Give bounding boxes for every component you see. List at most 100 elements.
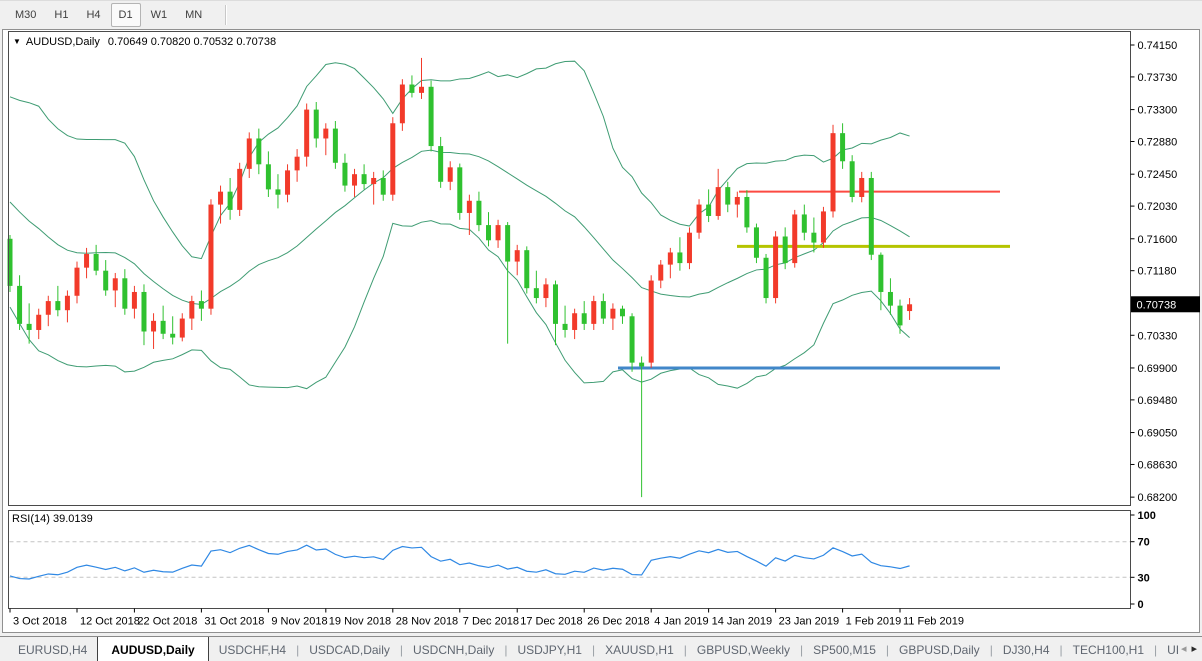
tab-separator: | <box>800 642 804 657</box>
chart-window: 0.74150 0.73730 0.73300 0.72880 0.72450 0.720… <box>0 28 1202 636</box>
price-axis-label: 0.71180 <box>1138 266 1177 278</box>
timeframe-button-w1[interactable]: W1 <box>150 9 168 21</box>
candle-body <box>495 225 501 241</box>
time-axis-label: 19 Nov 2018 <box>329 616 391 628</box>
toolbar-separator <box>225 5 228 25</box>
candle-body <box>600 301 606 319</box>
chart-tab-usdchf-h4[interactable]: USDCHF,H4 <box>218 642 287 657</box>
candle-body <box>486 225 491 241</box>
candle-body <box>514 250 520 262</box>
time-axis-label: 3 Oct 2018 <box>13 616 67 628</box>
candle-body <box>591 301 597 324</box>
candle-body <box>371 177 377 185</box>
candle-body <box>179 318 185 338</box>
candle-body <box>361 174 367 185</box>
candle-body <box>438 146 444 182</box>
candle-body <box>112 278 118 291</box>
candle-body <box>840 133 846 162</box>
chart-tab-xauusd-h1[interactable]: XAUUSD,H1 <box>605 642 674 657</box>
timeframe-button-d1[interactable]: D1 <box>110 3 141 27</box>
chart-tab-audusd-daily[interactable]: AUDUSD,Daily <box>97 637 209 661</box>
chart-tab-gbpusd-weekly[interactable]: GBPUSD,Weekly <box>696 642 791 657</box>
rsi-axis-label: 30 <box>1138 572 1150 584</box>
chart-tab-ui[interactable]: UI <box>1167 642 1180 657</box>
candle-body <box>811 232 817 243</box>
candle-body <box>610 308 616 319</box>
price-axis-label: 0.73730 <box>1138 72 1178 84</box>
time-axis-label: 11 Feb 2019 <box>903 616 964 628</box>
tab-scroll-left-icon[interactable]: ◂ <box>1180 642 1187 655</box>
candle-body <box>753 227 759 258</box>
candle-body <box>773 236 779 299</box>
candle-body <box>543 284 549 299</box>
candle-body <box>887 291 893 306</box>
chart-symbol-label: AUDUSD,Daily <box>25 36 100 48</box>
chart-tab-usdcnh-daily[interactable]: USDCNH,Daily <box>413 642 495 657</box>
candle-body <box>285 170 291 195</box>
candle-body <box>706 204 712 216</box>
candle-body <box>256 138 262 165</box>
candle-body <box>868 177 874 255</box>
timeframe-button-m30[interactable]: M30 <box>15 9 37 21</box>
candle-body <box>227 191 233 210</box>
chart-tab-usdcad-daily[interactable]: USDCAD,Daily <box>309 642 390 657</box>
tab-scroll-right-icon[interactable]: ▸ <box>1191 642 1197 655</box>
price-chart-canvas[interactable]: 0.74150 0.73730 0.73300 0.72880 0.72450 0.720… <box>0 28 1202 636</box>
price-axis-label: 0.73300 <box>1138 105 1178 117</box>
timeframe-button-h4[interactable]: H4 <box>86 9 101 21</box>
candle-body <box>246 138 252 169</box>
candle-body <box>667 252 673 265</box>
price-axis-label: 0.71600 <box>1138 234 1178 246</box>
candle-body <box>801 214 807 233</box>
candle-body <box>265 164 271 190</box>
main-chart-plot[interactable] <box>8 31 1131 506</box>
candle-body <box>658 264 664 281</box>
candle-body <box>725 187 731 205</box>
price-axis-label: 0.69900 <box>1138 363 1178 375</box>
candle-body <box>581 313 587 324</box>
candle-body <box>734 196 740 205</box>
candle-body <box>352 174 358 186</box>
candle-body <box>907 304 913 312</box>
bollinger-middle-band <box>9 149 910 305</box>
price-axis-label: 0.72880 <box>1138 137 1178 149</box>
chart-tab-gbpusd-daily[interactable]: GBPUSD,Daily <box>899 642 980 657</box>
candle-body <box>897 305 903 326</box>
price-axis-label: 0.69480 <box>1138 395 1178 407</box>
candle-body <box>380 177 386 195</box>
candle-body <box>686 232 692 264</box>
chart-tab-sp500-m15[interactable]: SP500,M15 <box>813 642 876 657</box>
candle-body <box>820 211 826 243</box>
candle-body <box>744 196 750 228</box>
candle-body <box>131 291 137 309</box>
chart-title: ▼ AUDUSD,Daily 0.70649 0.70820 0.70532 0.7… <box>13 36 276 48</box>
timeframe-toolbar: M30 H1 H4 D1 W1 MN <box>0 0 1202 29</box>
candle-body <box>619 308 625 317</box>
candle-body <box>218 191 224 205</box>
ohlc-toggle-icon[interactable]: ▼ <box>13 37 21 46</box>
timeframe-button-h1[interactable]: H1 <box>54 9 69 21</box>
window-frame <box>2 29 1200 633</box>
candle-body <box>830 133 836 212</box>
tab-scroll-arrows: ◂ ▸ <box>1177 637 1200 659</box>
bollinger-upper-band <box>9 60 910 260</box>
candle-body <box>208 204 214 309</box>
candle-body <box>696 204 702 233</box>
candle-body <box>122 278 128 309</box>
candle-body <box>189 301 195 319</box>
time-axis-label: 4 Jan 2019 <box>654 616 708 628</box>
candle-body <box>332 128 338 163</box>
rsi-plot[interactable] <box>8 510 1131 609</box>
candle-body <box>476 200 482 226</box>
price-axis-label: 0.69050 <box>1138 428 1178 440</box>
chart-tab-tech100-h1[interactable]: TECH100,H1 <box>1072 642 1144 657</box>
chart-tab-dj30-h4[interactable]: DJ30,H4 <box>1002 642 1050 657</box>
candle-body <box>715 187 721 216</box>
chart-tab-usdjpy-h1[interactable]: USDJPY,H1 <box>517 642 582 657</box>
candle-body <box>849 161 855 197</box>
rsi-axis-label: 70 <box>1138 537 1150 549</box>
chart-tab-eurusd-h4[interactable]: EURUSD,H4 <box>18 642 88 657</box>
candle-body <box>26 323 32 330</box>
current-price-tag <box>1131 296 1200 313</box>
timeframe-button-mn[interactable]: MN <box>185 9 203 21</box>
